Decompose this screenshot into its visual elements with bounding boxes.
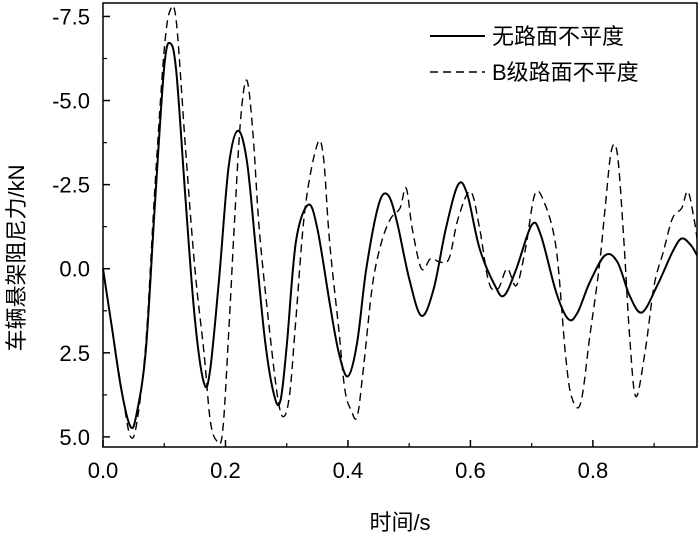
x-tick-label: 0.2 <box>210 458 241 483</box>
y-tick-label: -7.5 <box>52 4 90 29</box>
legend-label: B级路面不平度 <box>492 60 639 85</box>
series-line-no-road-roughness <box>102 41 698 430</box>
x-tick-label: 0.8 <box>578 458 609 483</box>
y-tick-label: -2.5 <box>52 173 90 198</box>
y-axis-label: 车辆悬架阻尼力/kN <box>4 164 29 351</box>
x-tick-label: 0.0 <box>88 458 119 483</box>
series-line-b-class-road-roughness <box>102 5 698 445</box>
y-tick-label: 2.5 <box>59 341 90 366</box>
y-tick-label: 0.0 <box>59 257 90 282</box>
x-tick-label: 0.4 <box>333 458 364 483</box>
x-axis-label: 时间/s <box>369 510 430 535</box>
plot-frame <box>102 2 698 448</box>
legend-label: 无路面不平度 <box>492 24 624 49</box>
y-tick-label: -5.0 <box>52 89 90 114</box>
x-tick-label: 0.6 <box>455 458 486 483</box>
y-tick-label: 5.0 <box>59 425 90 450</box>
